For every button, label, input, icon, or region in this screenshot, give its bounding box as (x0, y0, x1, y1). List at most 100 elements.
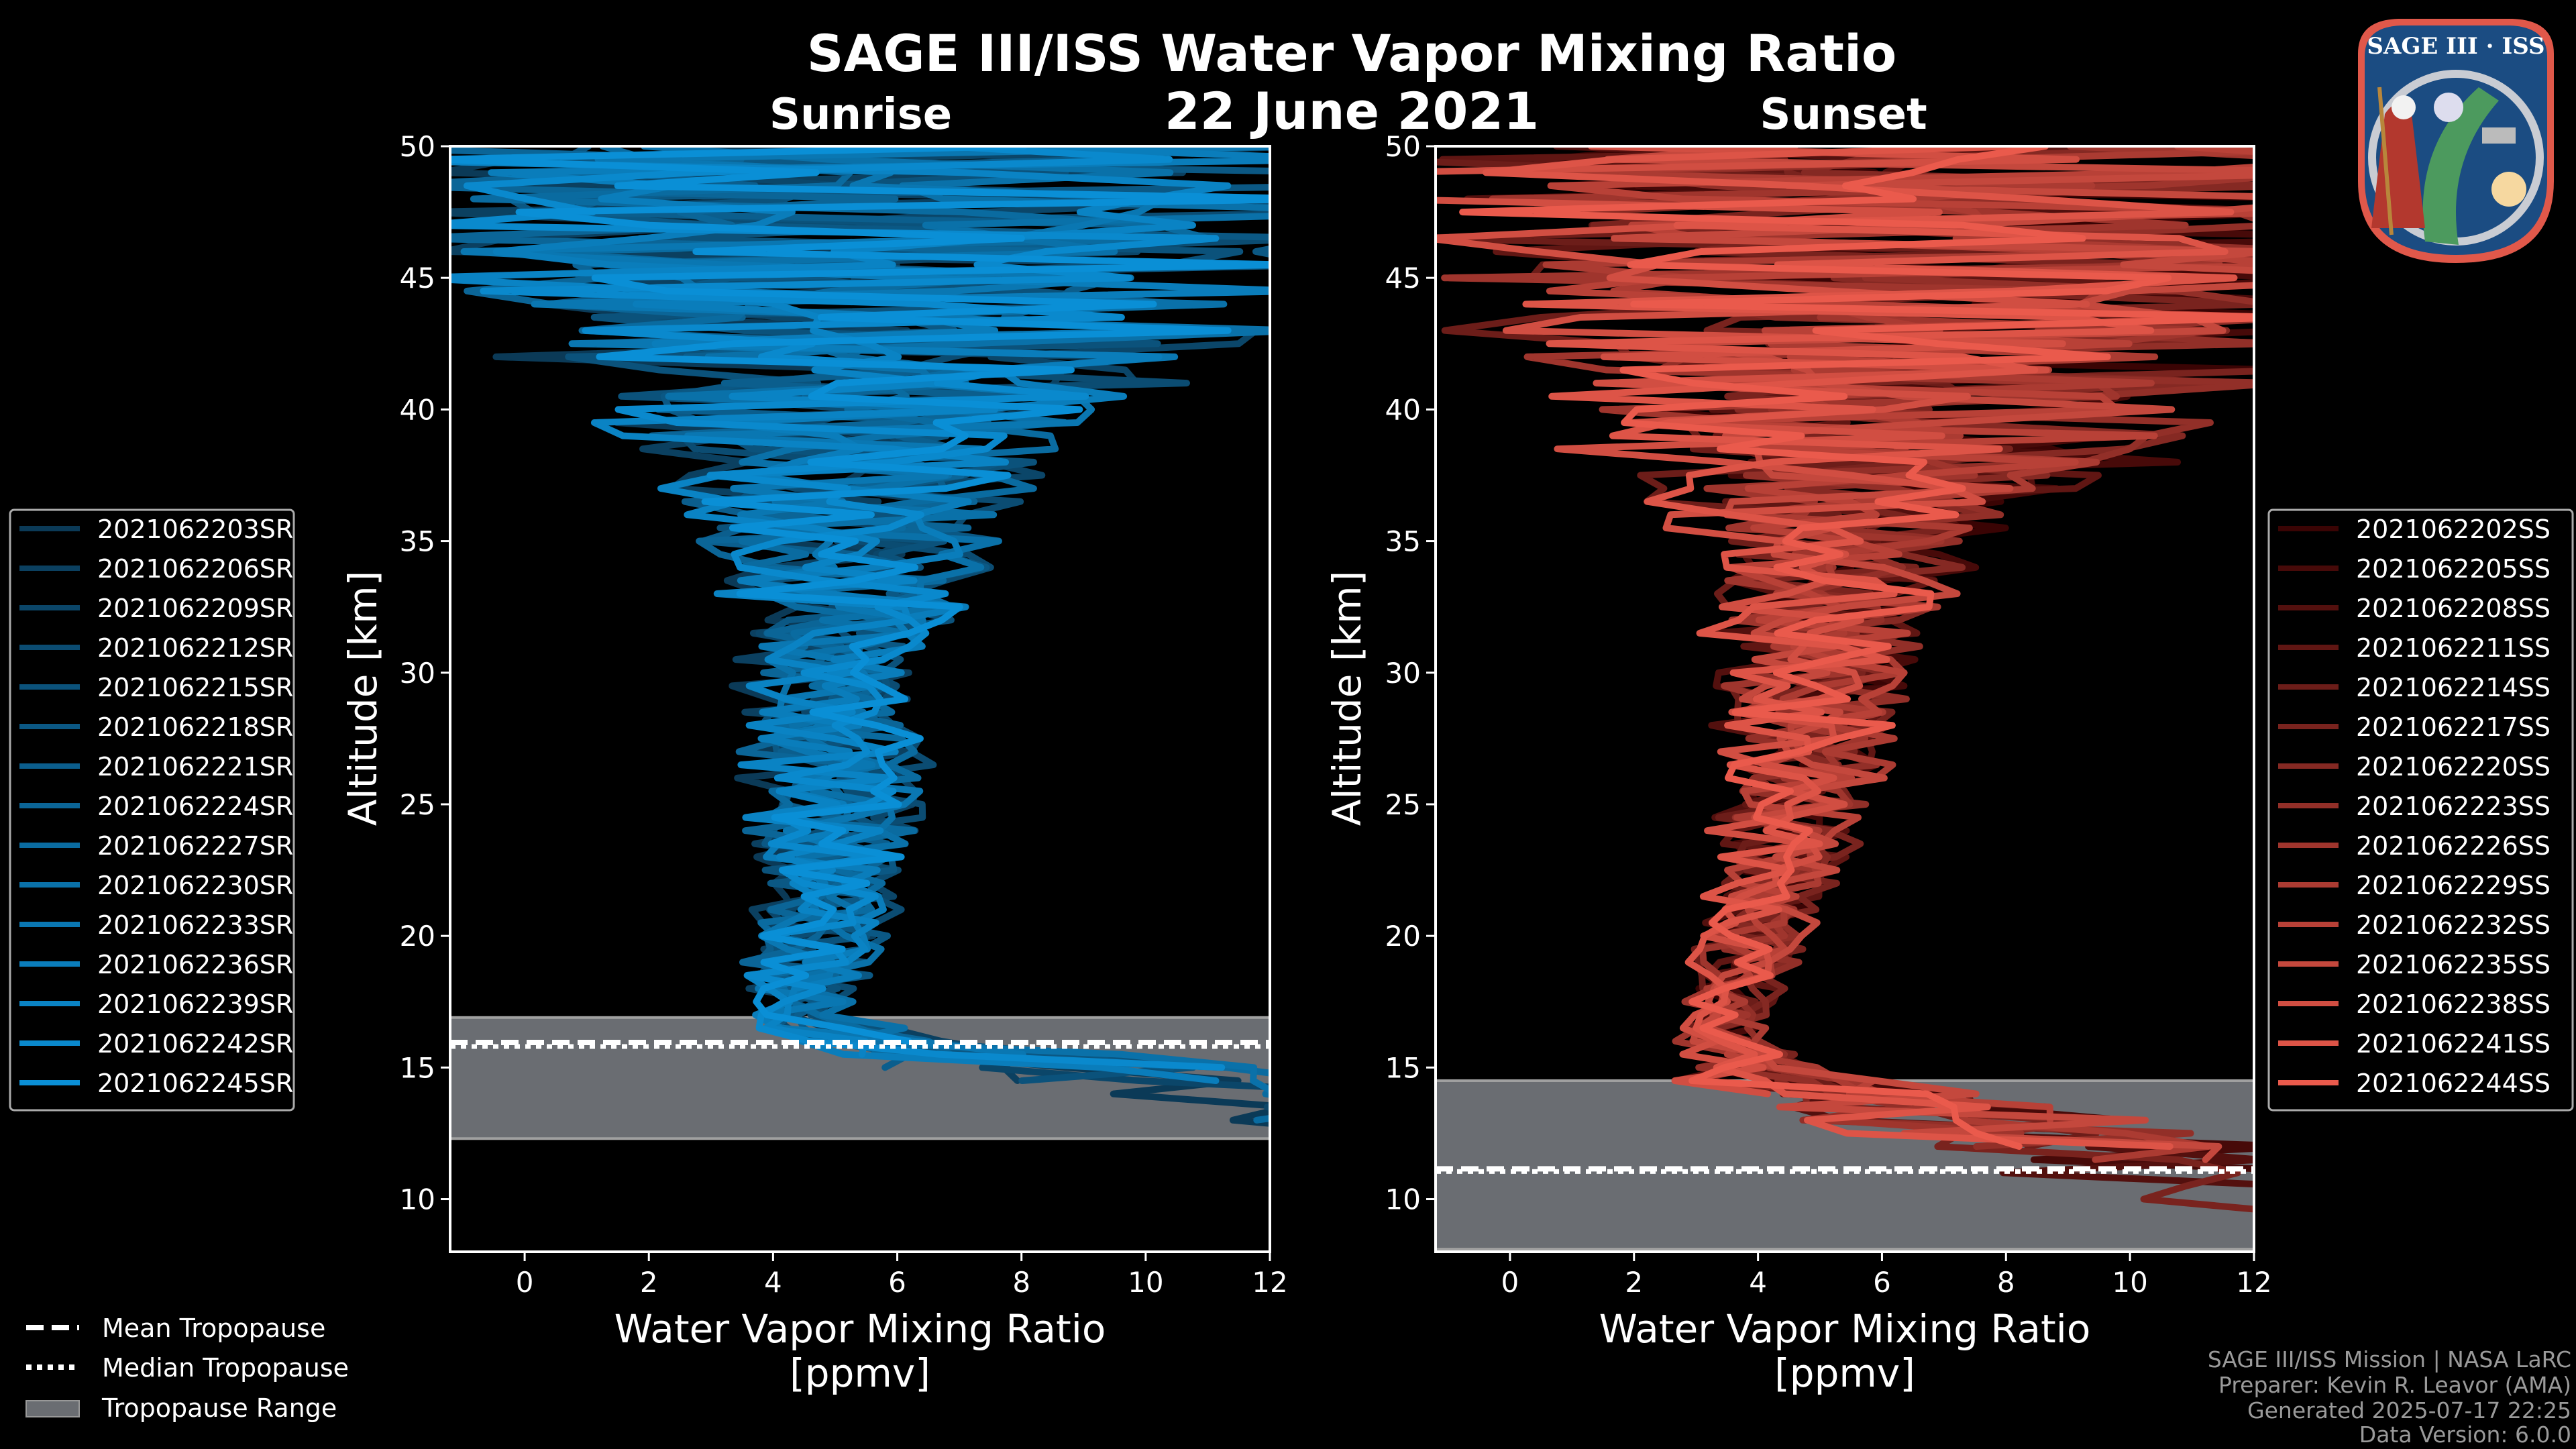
profile-line-2021062245SR (450, 146, 1270, 1045)
x-tick-label: 4 (1749, 1266, 1767, 1299)
y-tick-label: 35 (1385, 525, 1421, 558)
panel-title: Sunrise (769, 90, 952, 140)
y-tick-label: 40 (400, 393, 435, 426)
legend-entry: 2021062209SR (97, 594, 293, 623)
credits: SAGE III/ISS Mission | NASA LaRC Prepare… (2208, 1346, 2571, 1448)
profiles (1436, 146, 2254, 1213)
y-tick-label: 25 (1385, 788, 1421, 821)
profile-line-2021062244SS (1459, 146, 2254, 1150)
legend-entry: 2021062223SS (2356, 792, 2551, 821)
y-axis-label: Altitude [km] (340, 571, 386, 826)
figure-date: 22 June 2021 (1165, 81, 1539, 141)
panel-title: Sunset (1760, 90, 1927, 140)
profiles (450, 146, 1270, 1127)
legend-entry: 2021062232SS (2356, 910, 2551, 940)
legend-entry: 2021062211SS (2356, 633, 2551, 663)
legend-entry: 2021062220SS (2356, 752, 2551, 782)
y-tick-label: 50 (400, 130, 435, 163)
legend-entry: 2021062208SS (2356, 594, 2551, 623)
x-axis-label: Water Vapor Mixing Ratio (614, 1306, 1106, 1352)
axes-frame (1434, 145, 2255, 1253)
x-tick-label: 10 (1128, 1266, 1163, 1299)
legend-entry: 2021062217SS (2356, 712, 2551, 742)
credit-line: Generated 2025-07-17 22:25 (2247, 1397, 2571, 1424)
legend-frame (9, 508, 295, 1112)
legend-frame (2267, 508, 2574, 1112)
y-tick-label: 15 (1385, 1051, 1421, 1084)
tropopause-legend: Mean Tropopause Median Tropopause Tropop… (25, 1313, 349, 1423)
x-tick-label: 4 (764, 1266, 782, 1299)
y-tick-label: 40 (1385, 393, 1421, 426)
legend-entry: 2021062227SR (97, 831, 293, 861)
legend-entry: 2021062202SS (2356, 515, 2551, 544)
y-tick-label: 20 (1385, 920, 1421, 953)
legend-entry: 2021062239SR (97, 989, 293, 1019)
y-tick-label: 30 (1385, 657, 1421, 690)
x-tick-label: 12 (1252, 1266, 1287, 1299)
x-tick-label: 10 (2112, 1266, 2147, 1299)
legend-entry: 2021062242SR (97, 1029, 293, 1059)
legend-entry: 2021062226SS (2356, 831, 2551, 861)
series-legend: 2021062203SR 2021062206SR 2021062209SR 2021… (9, 508, 295, 1112)
x-tick-label: 2 (1625, 1266, 1643, 1299)
sage-iii-iss-logo: SAGE III · ISS (2358, 19, 2554, 263)
figure-title: SAGE III/ISS Water Vapor Mixing Ratio (807, 23, 1897, 83)
credit-line: SAGE III/ISS Mission | NASA LaRC (2208, 1346, 2571, 1373)
legend-entry: 2021062236SR (97, 950, 293, 979)
legend-entry: 2021062233SR (97, 910, 293, 940)
x-tick-label: 6 (888, 1266, 906, 1299)
sunrise-panel: Sunrise 0 2 4 6 8 10 12 10 15 20 25 30 35 40 45 50 Water … (9, 90, 1288, 1396)
legend-entry: 2021062215SR (97, 673, 293, 702)
x-tick-label: 0 (1501, 1266, 1519, 1299)
y-tick-label: 35 (400, 525, 435, 558)
legend-entry: 2021062206SR (97, 554, 293, 584)
credit-line: Preparer: Kevin R. Leavor (AMA) (2218, 1372, 2571, 1398)
x-tick-label: 8 (1997, 1266, 2015, 1299)
median-tropopause-label: Median Tropopause (102, 1353, 349, 1383)
x-axis-label-units: [ppmv] (1774, 1350, 1915, 1396)
x-tick-label: 6 (1873, 1266, 1891, 1299)
y-tick-label: 20 (400, 920, 435, 953)
y-tick-label: 25 (400, 788, 435, 821)
legend-entry: 2021062224SR (97, 792, 293, 821)
tropopause-range-swatch (25, 1400, 80, 1417)
legend-entry: 2021062229SS (2356, 871, 2551, 900)
x-tick-label: 8 (1012, 1266, 1030, 1299)
y-axis-label: Altitude [km] (1324, 571, 1370, 826)
legend-entry: 2021062218SR (97, 712, 293, 742)
logo-text: SAGE III · ISS (2367, 33, 2544, 60)
y-tick-label: 15 (400, 1051, 435, 1084)
legend-entry: 2021062230SR (97, 871, 293, 900)
y-tick-label: 30 (400, 657, 435, 690)
x-axis-label-units: [ppmv] (790, 1350, 930, 1396)
legend-entry: 2021062221SR (97, 752, 293, 782)
legend-entry: 2021062203SR (97, 515, 293, 544)
legend-entry: 2021062205SS (2356, 554, 2551, 584)
y-tick-label: 10 (400, 1183, 435, 1216)
series-legend: 2021062202SS 2021062205SS 2021062208SS 2021… (2267, 508, 2574, 1112)
legend-entry: 2021062238SS (2356, 989, 2551, 1019)
x-tick-label: 0 (516, 1266, 534, 1299)
tropopause-range-label: Tropopause Range (101, 1393, 337, 1423)
legend-entry: 2021062214SS (2356, 673, 2551, 702)
credit-line: Data Version: 6.0.0 (2359, 1421, 2571, 1448)
y-tick-label: 50 (1385, 130, 1421, 163)
x-axis-label: Water Vapor Mixing Ratio (1599, 1306, 2091, 1352)
legend-entry: 2021062244SS (2356, 1069, 2551, 1098)
sunset-panel: Sunset 0 2 4 6 8 10 12 10 15 20 25 30 35 40 45 50 Water V… (1324, 90, 2574, 1396)
legend-entry: 2021062241SS (2356, 1029, 2551, 1059)
legend-entry: 2021062245SR (97, 1069, 293, 1098)
profile-line-2021062242SR (450, 146, 1226, 1071)
y-tick-label: 45 (400, 262, 435, 294)
x-tick-label: 12 (2236, 1266, 2271, 1299)
y-tick-label: 45 (1385, 262, 1421, 294)
x-tick-label: 2 (640, 1266, 658, 1299)
axes-frame (449, 145, 1271, 1253)
mean-tropopause-label: Mean Tropopause (102, 1313, 325, 1343)
y-tick-label: 10 (1385, 1183, 1421, 1216)
profile-line-2021062241SS (1483, 146, 2238, 1150)
legend-entry: 2021062235SS (2356, 950, 2551, 979)
legend-entry: 2021062212SR (97, 633, 293, 663)
profile-line-2021062230SR (614, 146, 1270, 1094)
